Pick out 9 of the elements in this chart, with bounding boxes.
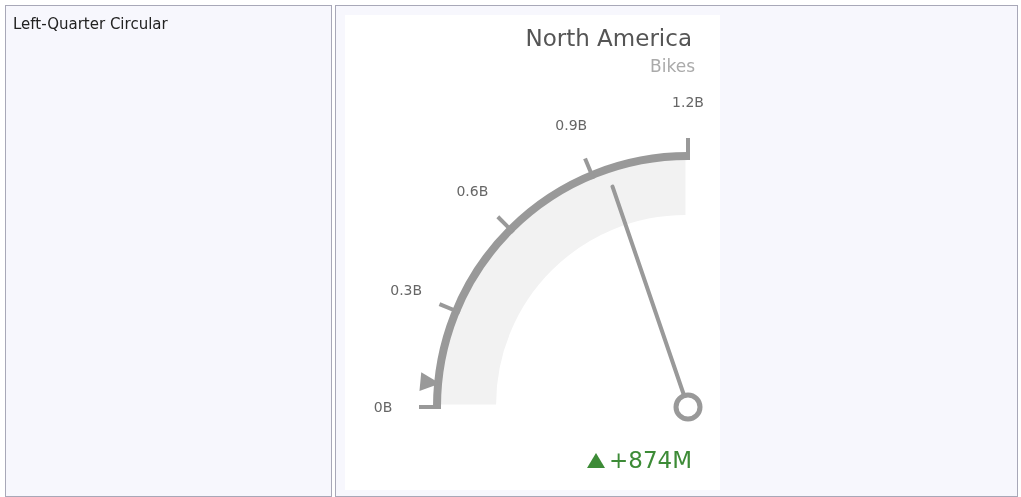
text: 1.2B	[672, 94, 704, 110]
text: 0.6B	[456, 183, 489, 200]
text: 0.9B	[555, 117, 588, 134]
text: +874M	[608, 447, 692, 473]
text: 0.3B	[390, 282, 423, 299]
chart-subtitle: Bikes	[650, 56, 695, 76]
text: 0B	[373, 399, 393, 415]
text: Left-Quarter Circular	[13, 15, 168, 33]
chart-title: North America	[525, 25, 692, 51]
